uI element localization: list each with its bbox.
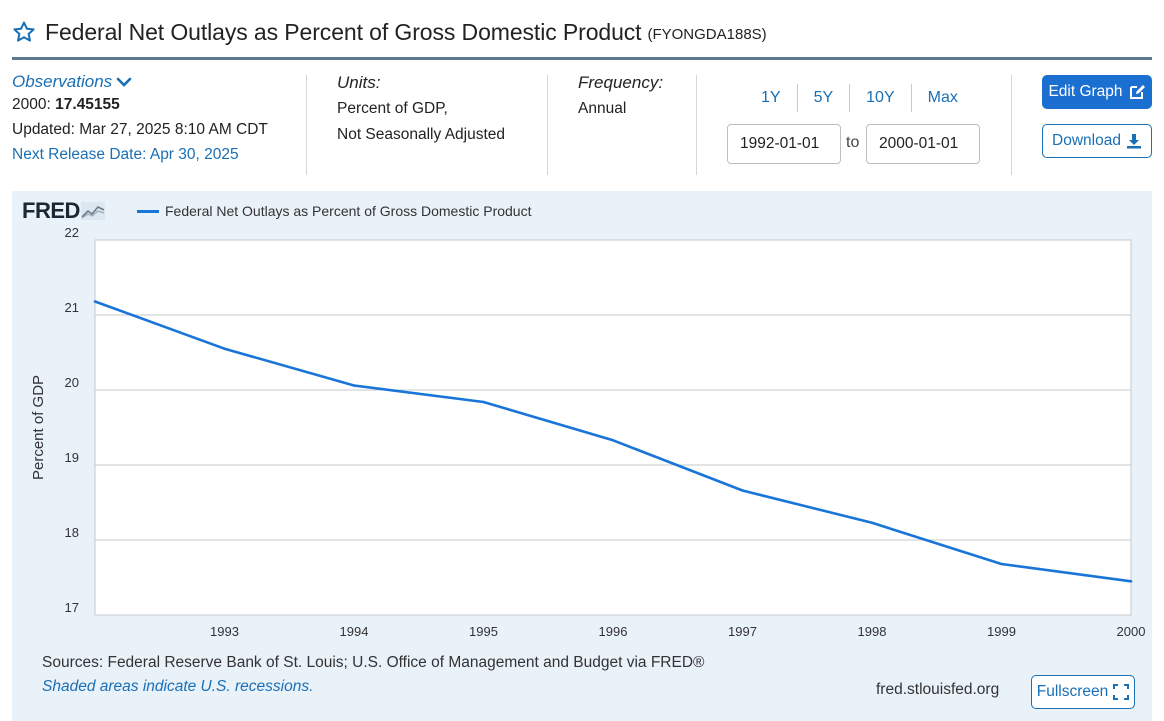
fullscreen-label: Fullscreen	[1036, 683, 1109, 700]
latest-observation: 2000: 17.45155	[12, 92, 268, 117]
legend-swatch	[137, 209, 159, 213]
frequency-panel: Frequency: Annual	[578, 72, 663, 122]
observations-dropdown[interactable]: Observations	[12, 72, 268, 92]
sources-text: Sources: Federal Reserve Bank of St. Lou…	[42, 654, 705, 671]
next-release-link[interactable]: Next Release Date: Apr 30, 2025	[12, 146, 239, 163]
x-tick-label: 2000	[1117, 624, 1146, 639]
chevron-down-icon	[116, 77, 132, 87]
x-tick-label: 1994	[340, 624, 369, 639]
units-label: Units:	[337, 73, 381, 92]
x-tick-label: 1999	[987, 624, 1016, 639]
range-divider	[910, 84, 912, 112]
fred-logo: FRED	[22, 198, 106, 224]
data-point[interactable]	[93, 300, 97, 303]
fullscreen-icon	[1113, 684, 1130, 700]
observations-label: Observations	[12, 72, 113, 91]
range-5y-button[interactable]: 5Y	[813, 89, 834, 106]
chart-legend: Federal Net Outlays as Percent of Gross …	[137, 203, 531, 219]
data-point[interactable]	[482, 400, 485, 404]
y-tick-label: 20	[65, 375, 79, 390]
latest-observation-value: 17.45155	[55, 96, 120, 113]
updated-text: Updated: Mar 27, 2025 8:10 AM CDT	[12, 121, 268, 138]
title-row: Federal Net Outlays as Percent of Gross …	[12, 14, 1152, 50]
range-10y-button[interactable]: 10Y	[866, 89, 895, 106]
frequency-value: Annual	[578, 100, 627, 117]
edit-graph-label: Edit Graph	[1048, 83, 1123, 100]
download-icon	[1126, 134, 1141, 149]
download-button[interactable]: Download	[1042, 124, 1152, 158]
data-point[interactable]	[1129, 579, 1133, 583]
graph-panel: FRED Federal Net Outlays as Percent of G…	[12, 191, 1152, 721]
site-url[interactable]: fred.stlouisfed.org	[876, 681, 1000, 698]
y-tick-label: 19	[65, 450, 79, 465]
range-buttons: 1Y 5Y 10Y Max	[745, 83, 974, 113]
fred-chart-icon	[80, 202, 105, 220]
y-tick-label: 17	[65, 600, 79, 615]
y-tick-label: 21	[65, 300, 79, 315]
y-tick-label: 18	[65, 525, 79, 540]
data-point[interactable]	[223, 347, 226, 351]
download-label: Download	[1052, 132, 1121, 149]
range-1y-button[interactable]: 1Y	[761, 89, 781, 106]
data-point[interactable]	[741, 489, 744, 492]
star-icon[interactable]	[12, 20, 36, 44]
column-divider	[1011, 75, 1012, 175]
data-point[interactable]	[352, 384, 356, 387]
to-label: to	[846, 134, 860, 151]
recession-note: Shaded areas indicate U.S. recessions.	[42, 678, 314, 695]
column-divider	[696, 75, 697, 175]
edit-icon	[1129, 85, 1145, 99]
end-date-input[interactable]: 2000-01-01	[866, 124, 980, 164]
units-line-1: Percent of GDP,	[337, 100, 448, 117]
y-axis-label: Percent of GDP	[30, 375, 47, 480]
edit-graph-button[interactable]: Edit Graph	[1042, 75, 1152, 109]
data-point[interactable]	[611, 438, 615, 442]
plot-area	[94, 239, 1132, 616]
data-point[interactable]	[1000, 562, 1003, 566]
latest-observation-date: 2000:	[12, 96, 56, 113]
units-line-2: Not Seasonally Adjusted	[337, 126, 506, 143]
start-date-input[interactable]: 1992-01-01	[727, 124, 841, 164]
fullscreen-button[interactable]: Fullscreen	[1031, 675, 1135, 709]
x-tick-label: 1995	[469, 624, 498, 639]
data-point[interactable]	[870, 521, 874, 525]
x-tick-label: 1993	[210, 624, 239, 639]
units-panel: Units: Percent of GDP, Not Seasonally Ad…	[337, 72, 505, 148]
x-tick-label: 1998	[858, 624, 887, 639]
x-tick-label: 1996	[599, 624, 628, 639]
legend-label: Federal Net Outlays as Percent of Gross …	[165, 203, 532, 219]
range-divider	[796, 84, 798, 112]
range-max-button[interactable]: Max	[927, 89, 958, 106]
column-divider	[547, 75, 548, 175]
x-tick-label: 1997	[728, 624, 757, 639]
title-divider	[12, 57, 1152, 60]
line-chart[interactable]: 17 18 19 20 21 22 1993 1994 1995 1996 1997 1998 1999…	[12, 191, 1152, 651]
observations-panel: Observations 2000: 17.45155 Updated: Mar…	[12, 72, 268, 167]
page-title: Federal Net Outlays as Percent of Gross …	[45, 18, 642, 45]
fred-logo-text: FRED	[22, 198, 80, 223]
range-divider	[849, 84, 851, 112]
y-tick-label: 22	[65, 225, 79, 240]
series-id: (FYONGDA188S)	[647, 25, 767, 43]
frequency-label: Frequency:	[578, 73, 664, 92]
column-divider	[306, 75, 307, 175]
